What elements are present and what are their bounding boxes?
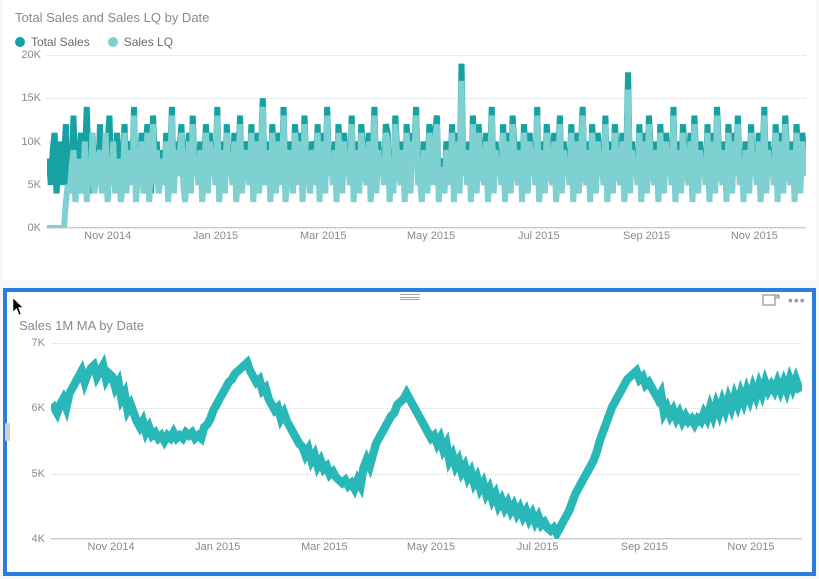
legend: Total Sales Sales LQ — [15, 35, 806, 49]
x-tick-label: Mar 2015 — [300, 230, 346, 242]
legend-label: Total Sales — [31, 35, 90, 49]
x-tick-label: Sep 2015 — [623, 230, 670, 242]
x-tick-label: Nov 2015 — [731, 230, 778, 242]
chart-plot-area[interactable]: 0K5K10K15K20K Nov 2014Jan 2015Mar 2015Ma… — [13, 55, 806, 250]
y-tick-label: 15K — [21, 92, 41, 104]
x-axis-ticks: Nov 2014 Jan 2015 Mar 2015 May 2015 Jul 2015… — [47, 228, 806, 250]
chart-title: Sales 1M MA by Date — [19, 318, 802, 333]
chart-canvas — [47, 55, 806, 228]
chart-plot-area[interactable]: 4K5K6K7K Nov 2014Jan 2015Mar 2015May 201… — [17, 343, 802, 561]
legend-label: Sales LQ — [124, 35, 173, 49]
y-tick-label: 10K — [21, 136, 41, 148]
x-tick-label: Nov 2014 — [84, 230, 131, 242]
x-tick-label: May 2015 — [407, 541, 455, 553]
legend-item-total-sales[interactable]: Total Sales — [15, 35, 90, 49]
y-axis-ticks: 0K5K10K15K20K — [13, 55, 47, 228]
chart-title: Total Sales and Sales LQ by Date — [15, 10, 806, 25]
x-tick-label: Jul 2015 — [517, 541, 559, 553]
series-sales-lq — [47, 55, 806, 228]
x-tick-label: Mar 2015 — [301, 541, 347, 553]
more-options-button[interactable]: ••• — [788, 294, 806, 310]
x-tick-label: Jul 2015 — [518, 230, 560, 242]
series-sales-1m-ma — [51, 343, 802, 539]
focus-mode-button[interactable] — [762, 294, 780, 310]
x-tick-label: May 2015 — [407, 230, 455, 242]
visual-toolbar: ••• — [762, 294, 806, 310]
legend-swatch — [15, 37, 25, 47]
y-tick-label: 5K — [32, 468, 45, 480]
y-tick-label: 20K — [21, 49, 41, 61]
x-tick-label: Sep 2015 — [621, 541, 668, 553]
drag-handle-icon[interactable] — [400, 294, 420, 300]
cursor-arrow-icon — [13, 298, 27, 321]
chart-canvas — [51, 343, 802, 539]
y-tick-label: 0K — [28, 222, 41, 234]
legend-swatch — [108, 37, 118, 47]
visual-sales-1m-ma-selected[interactable]: ••• Sales 1M MA by Date 4K 5K 6K 7K Nov 201… — [3, 288, 816, 576]
visual-total-sales-by-date[interactable]: Total Sales and Sales LQ by Date Total S… — [3, 0, 816, 280]
y-tick-label: 7K — [32, 337, 45, 349]
y-axis-ticks: 4K5K6K7K — [17, 343, 51, 539]
x-tick-label: Nov 2014 — [88, 541, 135, 553]
resize-handle-left[interactable] — [5, 423, 10, 441]
y-tick-label: 5K — [28, 179, 41, 191]
x-axis-ticks: Nov 2014 Jan 2015 Mar 2015 May 2015 Jul 2015… — [51, 539, 802, 561]
y-tick-label: 4K — [32, 533, 45, 545]
x-tick-label: Jan 2015 — [195, 541, 240, 553]
y-tick-label: 6K — [32, 402, 45, 414]
x-tick-label: Jan 2015 — [193, 230, 238, 242]
x-tick-label: Nov 2015 — [727, 541, 774, 553]
legend-item-sales-lq[interactable]: Sales LQ — [108, 35, 173, 49]
